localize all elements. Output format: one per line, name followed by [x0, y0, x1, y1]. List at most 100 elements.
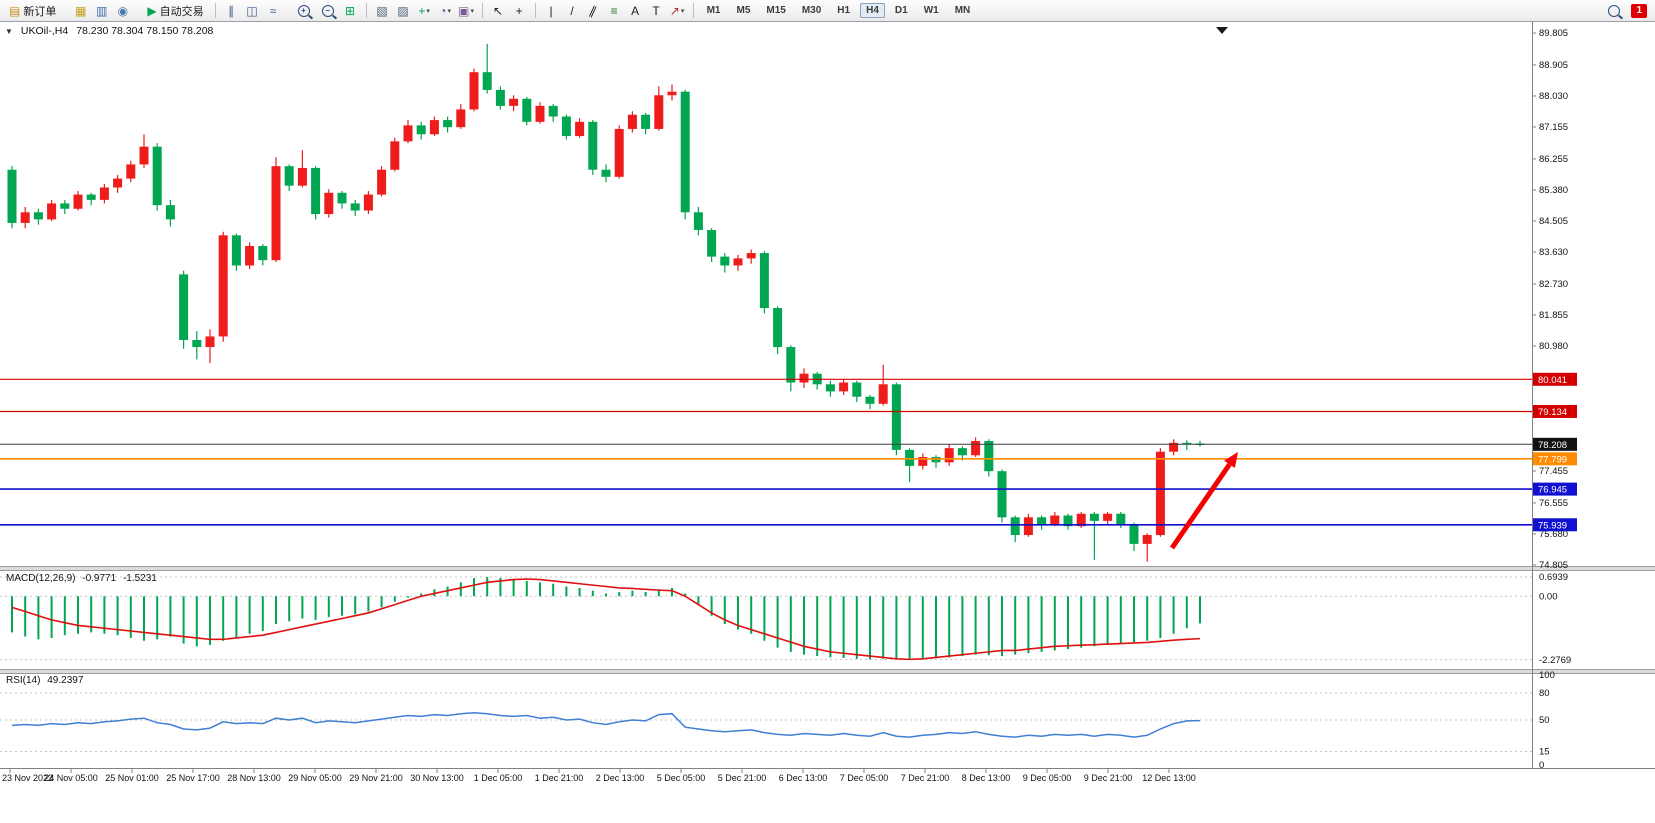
time-axis-label: 24 Nov 05:00 — [44, 773, 98, 783]
candle-body — [918, 457, 928, 466]
timeframe-m30[interactable]: M30 — [801, 5, 822, 16]
price-badge — [1533, 518, 1577, 532]
candle-body — [799, 373, 809, 383]
crosshair-icon[interactable]: + — [510, 2, 529, 20]
templates-icon: ▣ — [458, 3, 470, 18]
price-axis-label: 88.030 — [1539, 91, 1568, 102]
cursor-icon: ↖ — [493, 3, 504, 18]
market-watch-icon[interactable]: ▦ — [71, 2, 90, 20]
candle-body — [482, 72, 492, 90]
time-axis-label: 5 Dec 21:00 — [718, 773, 767, 783]
candle-body — [667, 91, 677, 96]
panel-splitter[interactable] — [0, 566, 1655, 571]
new-order-button-label: 新订单 — [23, 5, 57, 18]
candle-body — [575, 121, 585, 137]
time-axis-label: 28 Nov 13:00 — [227, 773, 281, 783]
chart-canvas[interactable]: 89.805 88.905 88.030 87.155 86.255 85.380 84.5… — [0, 22, 1655, 823]
candle-body — [931, 457, 941, 463]
vertical-line-icon: | — [549, 3, 553, 18]
timeframe-m1[interactable]: M1 — [706, 5, 721, 16]
periods-icon[interactable]: ◔ ▾ — [436, 2, 455, 20]
price-axis-label: 75.680 — [1539, 529, 1568, 540]
toolbar-separator — [692, 3, 694, 18]
candle-body — [839, 382, 849, 392]
price-axis-label: 74.805 — [1539, 560, 1568, 571]
candle-body — [443, 120, 453, 128]
time-axis-label: 23 Nov 2022 — [2, 773, 53, 783]
macd-axis-label: -2.2769 — [1539, 655, 1571, 666]
toolbar-separator — [481, 3, 483, 18]
candle-body — [707, 230, 717, 257]
channel-icon: ∥ — [587, 2, 599, 19]
candle-body — [588, 121, 598, 170]
timeframe-h1[interactable]: H1 — [837, 5, 851, 16]
search-icon[interactable] — [1608, 4, 1621, 17]
candle-body — [852, 382, 862, 397]
timeframe-w1[interactable]: W1 — [923, 5, 939, 16]
rsi-line — [11, 712, 1201, 738]
line-chart-icon[interactable]: ≈ — [264, 2, 283, 20]
cursor-icon[interactable]: ↖ — [489, 2, 508, 20]
trend-arrow-annotation[interactable] — [1169, 452, 1238, 550]
candle-body — [377, 169, 387, 195]
templates-icon[interactable]: ▣ ▾ — [457, 2, 476, 20]
channel-icon[interactable]: ∥ — [584, 2, 603, 20]
time-axis-label: 29 Nov 05:00 — [288, 773, 342, 783]
panel-splitter[interactable] — [0, 669, 1655, 674]
candlestick-chart-icon[interactable]: ◫ — [243, 2, 262, 20]
price-axis[interactable]: 89.805 88.905 88.030 87.155 86.255 85.380 84.5… — [1532, 22, 1577, 771]
bar-chart-icon: ∥ — [228, 3, 235, 18]
zoom-in-icon[interactable]: + — [297, 4, 310, 17]
navigator-icon[interactable]: ▥ — [92, 2, 111, 20]
label-icon[interactable]: T — [647, 2, 666, 20]
chart-shift-marker[interactable] — [1216, 27, 1228, 34]
terminal-icon[interactable]: ◉ — [113, 2, 132, 20]
price-axis-label: 83.630 — [1539, 247, 1568, 258]
objects-list-icon[interactable]: ▨ — [394, 2, 413, 20]
autotrading-button[interactable]: ▶ 自动交易 — [142, 2, 208, 20]
time-axis-label: 8 Dec 13:00 — [962, 773, 1011, 783]
terminal-icon: ◉ — [117, 3, 129, 18]
arrows-icon[interactable]: ↗ ▾ — [668, 2, 687, 20]
candle-body — [20, 212, 30, 223]
text-icon[interactable]: A — [626, 2, 645, 20]
periods-icon: ◔ — [439, 3, 447, 18]
candles-series — [7, 43, 1205, 562]
time-axis-label: 9 Dec 05:00 — [1023, 773, 1072, 783]
tile-windows-icon[interactable]: ⊞ — [341, 2, 360, 20]
time-axis-label: 7 Dec 21:00 — [901, 773, 950, 783]
toolbar: ▤ 新订单 ▦ ▥ ◉ ▶ 自动交易 ∥ ◫ ≈ + − ⊞ ▧ ▨ + ▾ ◔ ▾ ▣ ▾ ↖ + | / ∥ ≡ A T ↗ ▾ M1 M5… — [0, 0, 1655, 22]
candle-body — [905, 449, 915, 466]
timeframe-h4[interactable]: H4 — [860, 3, 885, 18]
candle-body — [60, 203, 70, 209]
candle-body — [746, 253, 756, 259]
dropdown-caret-icon: ▾ — [680, 7, 685, 15]
toolbar-separator — [365, 3, 367, 18]
timeframe-m5[interactable]: M5 — [736, 5, 751, 16]
candle-body — [825, 384, 835, 392]
candle-body — [891, 384, 901, 450]
notification-badge[interactable]: 1 — [1631, 3, 1647, 18]
toolbar-separator — [534, 3, 536, 18]
price-badge-label: 80.041 — [1538, 375, 1567, 386]
candle-body — [720, 256, 730, 266]
candle-body — [944, 448, 954, 463]
symbol-dropdown-icon[interactable]: ▼ — [5, 26, 13, 36]
new-order-button[interactable]: ▤ 新订单 — [4, 2, 61, 20]
timeframe-m15[interactable]: M15 — [766, 5, 786, 16]
candle-body — [86, 194, 96, 200]
time-axis-label: 5 Dec 05:00 — [657, 773, 706, 783]
indicators-icon[interactable]: ▧ — [373, 2, 392, 20]
rsi-panel — [0, 692, 1532, 752]
fibonacci-icon[interactable]: ≡ — [605, 2, 624, 20]
zoom-out-icon[interactable]: − — [321, 4, 334, 17]
candle-body — [548, 105, 558, 117]
timeframe-d1[interactable]: D1 — [894, 5, 908, 16]
bar-chart-icon[interactable]: ∥ — [222, 2, 241, 20]
vertical-line-icon[interactable]: | — [542, 2, 561, 20]
candle-body — [997, 471, 1007, 518]
timeframe-mn[interactable]: MN — [954, 5, 971, 16]
trendline-icon[interactable]: / — [563, 2, 582, 20]
add-indicator-icon[interactable]: + ▾ — [415, 2, 434, 20]
